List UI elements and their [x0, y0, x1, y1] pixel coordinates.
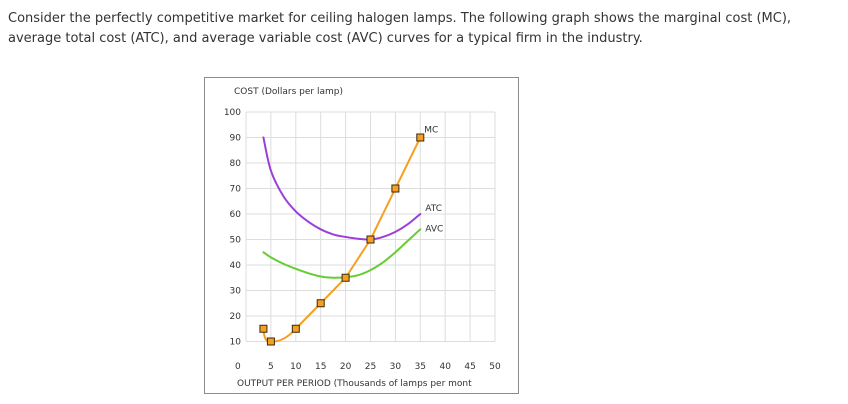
- y-tick-label: 40: [230, 261, 242, 271]
- y-tick-label: 60: [230, 210, 242, 220]
- question-text: Consider the perfectly competitive marke…: [8, 11, 792, 46]
- x-tick-label: 15: [315, 362, 326, 372]
- mc-point-marker: [259, 324, 268, 333]
- x-tick-label: 5: [268, 362, 274, 372]
- tick-labels: 10 20 30 40 50 60 70 80 90 100 0 5 10 15 20 25 30 35 40 45 5…: [224, 108, 501, 372]
- x-tick-label: 20: [340, 362, 352, 372]
- y-tick-label: 20: [230, 312, 242, 322]
- x-axis-title: OUTPUT PER PERIOD (Thousands of lamps pe…: [237, 379, 472, 389]
- x-tick-label: 25: [365, 362, 376, 372]
- y-tick-label: 50: [230, 236, 242, 246]
- grid: [245, 111, 496, 342]
- y-tick-label: 70: [230, 185, 242, 195]
- curve-labels: MC ATC AVC: [424, 126, 443, 235]
- y-tick-label: 90: [230, 134, 242, 144]
- x-tick-label: 50: [489, 362, 501, 372]
- avc-label: AVC: [425, 224, 443, 234]
- y-tick-label: 10: [230, 338, 242, 348]
- x-tick-label: 40: [439, 362, 451, 372]
- avc-curve: [262, 228, 422, 279]
- mc-point-marker: [266, 337, 275, 346]
- y-tick-label: 100: [224, 108, 241, 118]
- mc-point-marker: [416, 133, 425, 142]
- atc-label: ATC: [425, 204, 442, 214]
- x-tick-label: 30: [390, 362, 402, 372]
- series-layer: [259, 133, 425, 346]
- mc-label: MC: [424, 126, 438, 136]
- x-tick-label: 0: [235, 362, 241, 372]
- chart-canvas: COST (Dollars per lamp) OUTPUT PER PERIO…: [224, 87, 501, 389]
- x-tick-label: 35: [415, 362, 426, 372]
- mc-point-marker: [341, 273, 350, 282]
- atc-curve: [262, 136, 422, 241]
- x-tick-label: 45: [464, 362, 475, 372]
- mc-point-marker: [366, 235, 375, 244]
- mc-point-marker: [291, 324, 300, 333]
- y-tick-label: 80: [230, 159, 242, 169]
- y-axis-title: COST (Dollars per lamp): [234, 87, 343, 97]
- x-tick-label: 10: [290, 362, 302, 372]
- cost-curves-chart: COST (Dollars per lamp) OUTPUT PER PERIO…: [204, 77, 519, 394]
- mc-curve: [262, 136, 422, 343]
- mc-point-marker: [391, 184, 400, 193]
- y-tick-label: 30: [230, 287, 242, 297]
- mc-point-marker: [316, 299, 325, 308]
